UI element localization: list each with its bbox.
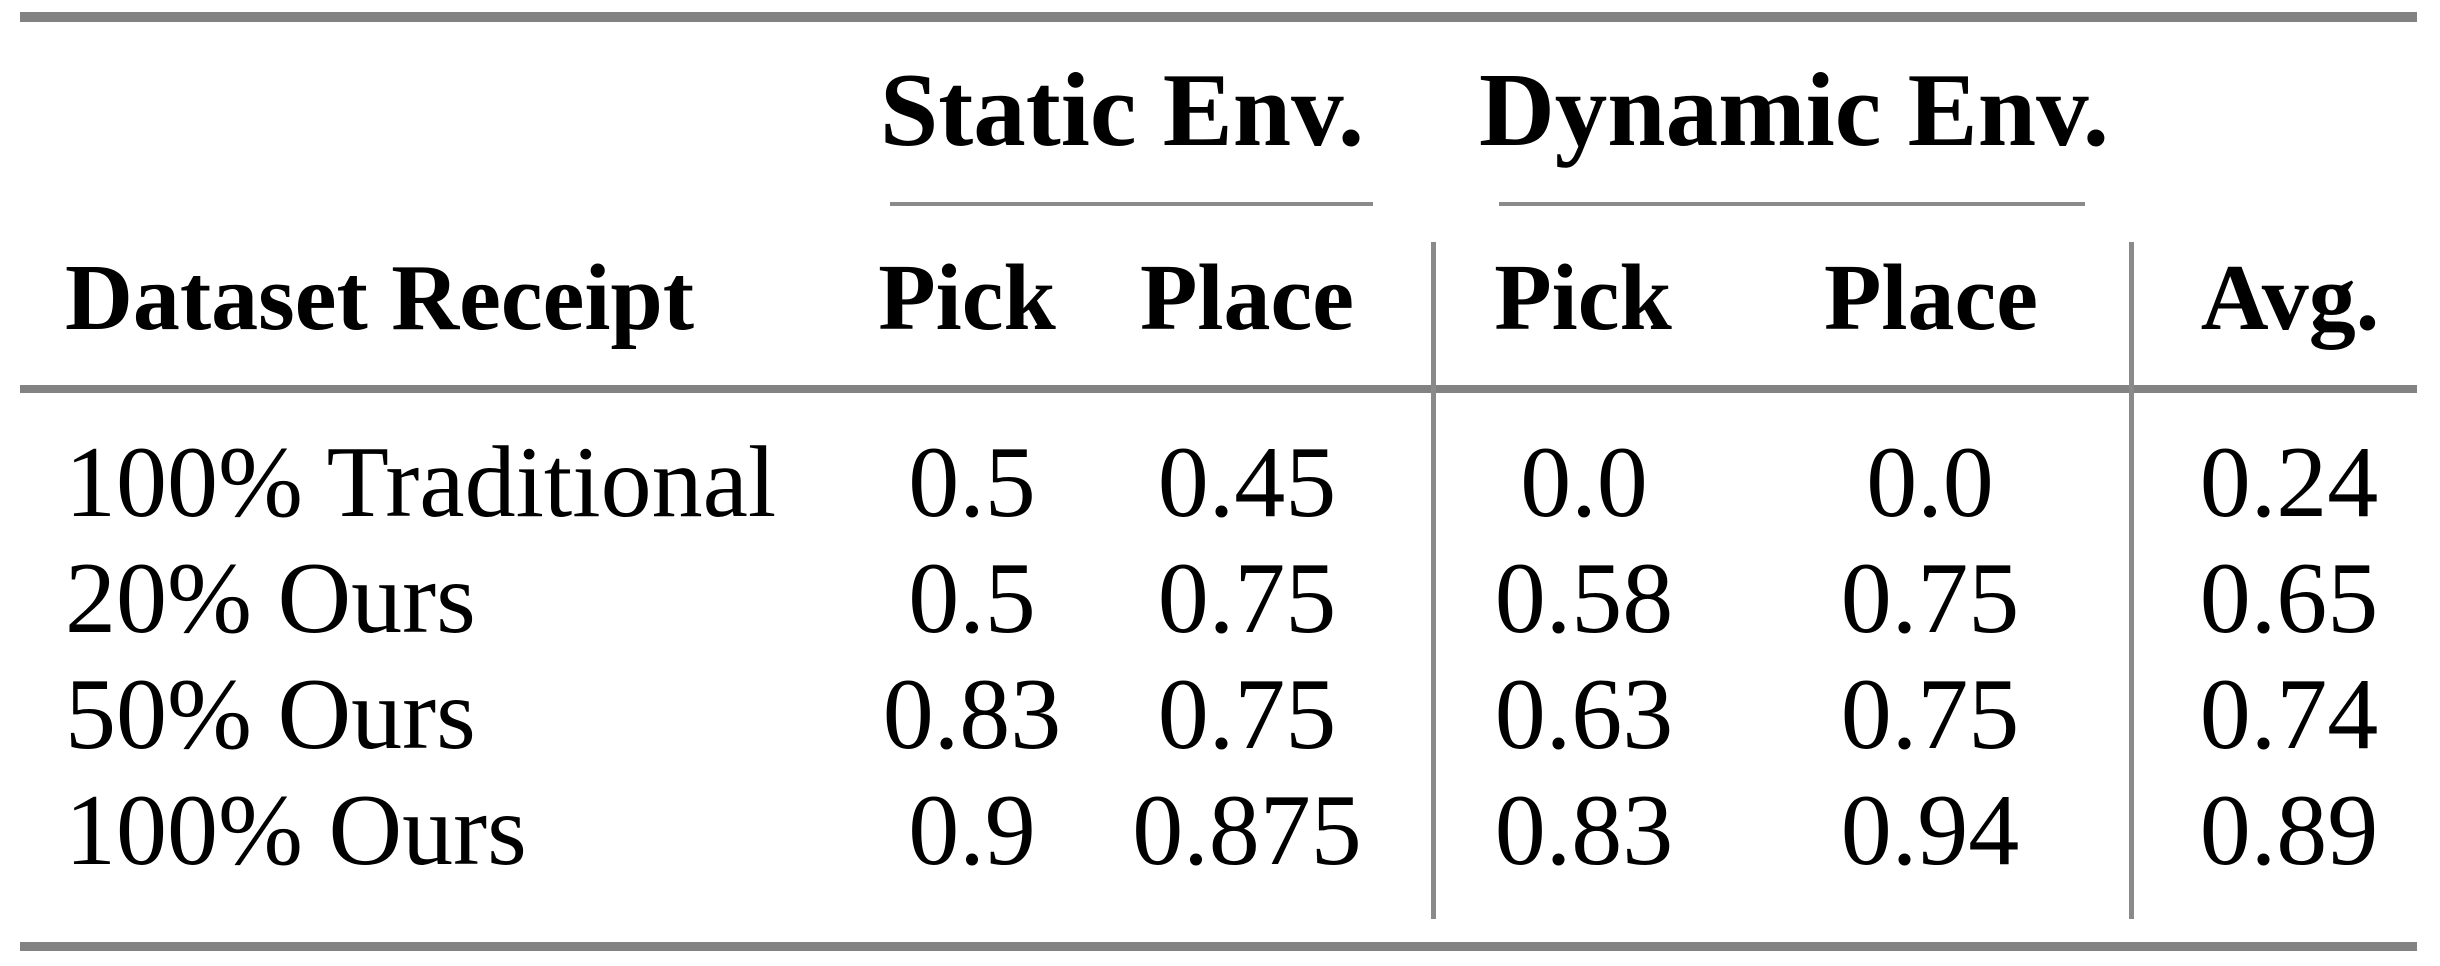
cell-dynamic-place: 0.75 bbox=[1840, 658, 2020, 771]
cell-dynamic-place: 0.94 bbox=[1840, 774, 2020, 887]
col-header-dynamic-place: Place bbox=[1824, 246, 2038, 350]
col-header-static-place: Place bbox=[1140, 246, 1354, 350]
cell-static-pick: 0.5 bbox=[908, 542, 1036, 655]
cell-dynamic-pick: 0.58 bbox=[1494, 542, 1674, 655]
row-label: 100% Traditional bbox=[65, 426, 777, 539]
table-top-rule bbox=[20, 12, 2417, 22]
cell-static-pick: 0.5 bbox=[908, 426, 1036, 539]
col-header-dataset-receipt: Dataset Receipt bbox=[65, 246, 695, 350]
cell-dynamic-pick: 0.0 bbox=[1520, 426, 1648, 539]
static-env-underline-rule bbox=[890, 202, 1373, 206]
col-header-static-pick: Pick bbox=[878, 246, 1056, 350]
header-separator-rule bbox=[20, 385, 2417, 393]
column-group-dynamic-env: Dynamic Env. bbox=[1478, 51, 2110, 168]
cell-static-place: 0.875 bbox=[1132, 774, 1362, 887]
vertical-rule-dynamic-avg bbox=[2129, 242, 2134, 919]
col-header-dynamic-pick: Pick bbox=[1494, 246, 1672, 350]
cell-dynamic-place: 0.75 bbox=[1840, 542, 2020, 655]
col-header-avg: Avg. bbox=[2200, 246, 2380, 350]
cell-dynamic-place: 0.0 bbox=[1866, 426, 1994, 539]
column-group-static-env: Static Env. bbox=[879, 51, 1365, 168]
cell-static-place: 0.75 bbox=[1157, 658, 1337, 771]
table-bottom-rule bbox=[20, 942, 2417, 951]
cell-avg: 0.24 bbox=[2199, 426, 2379, 539]
row-label: 20% Ours bbox=[65, 542, 476, 655]
cell-static-place: 0.75 bbox=[1157, 542, 1337, 655]
cell-static-place: 0.45 bbox=[1157, 426, 1337, 539]
cell-dynamic-pick: 0.63 bbox=[1494, 658, 1674, 771]
vertical-rule-static-dynamic bbox=[1431, 242, 1436, 919]
cell-static-pick: 0.83 bbox=[882, 658, 1062, 771]
row-label: 100% Ours bbox=[65, 774, 527, 887]
cell-avg: 0.65 bbox=[2199, 542, 2379, 655]
cell-static-pick: 0.9 bbox=[908, 774, 1036, 887]
cell-avg: 0.89 bbox=[2199, 774, 2379, 887]
dynamic-env-underline-rule bbox=[1499, 202, 2085, 206]
cell-avg: 0.74 bbox=[2199, 658, 2379, 771]
row-label: 50% Ours bbox=[65, 658, 476, 771]
cell-dynamic-pick: 0.83 bbox=[1494, 774, 1674, 887]
